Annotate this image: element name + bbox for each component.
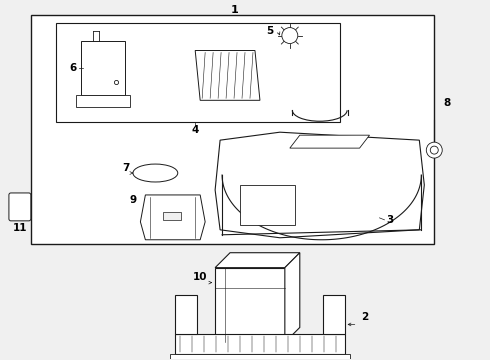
Text: 1: 1	[231, 5, 239, 15]
Text: 6: 6	[69, 63, 76, 73]
Polygon shape	[195, 50, 260, 100]
Polygon shape	[141, 195, 205, 240]
Bar	[240, 185, 295, 225]
Bar	[171, 354, 349, 360]
Bar	[75, 95, 130, 107]
Text: 4: 4	[192, 125, 199, 135]
Text: 9: 9	[130, 195, 137, 205]
Circle shape	[426, 142, 442, 158]
Bar	[56, 23, 340, 122]
Text: 3: 3	[386, 215, 393, 225]
Text: 5: 5	[266, 26, 273, 36]
Bar	[81, 41, 125, 95]
Circle shape	[282, 28, 298, 44]
Bar	[31, 15, 434, 244]
Bar	[323, 294, 344, 334]
Text: 11: 11	[13, 223, 27, 233]
Ellipse shape	[133, 164, 178, 182]
Bar	[215, 268, 285, 342]
Polygon shape	[215, 132, 424, 238]
Bar	[163, 212, 181, 220]
Bar	[175, 294, 197, 334]
Circle shape	[430, 146, 438, 154]
Text: 8: 8	[443, 98, 451, 108]
Text: 7: 7	[122, 163, 129, 173]
Polygon shape	[215, 253, 300, 268]
Text: 10: 10	[193, 272, 207, 282]
Text: 2: 2	[361, 312, 368, 323]
Bar	[175, 334, 344, 354]
FancyBboxPatch shape	[9, 193, 31, 221]
Polygon shape	[285, 253, 300, 342]
Polygon shape	[290, 135, 369, 148]
